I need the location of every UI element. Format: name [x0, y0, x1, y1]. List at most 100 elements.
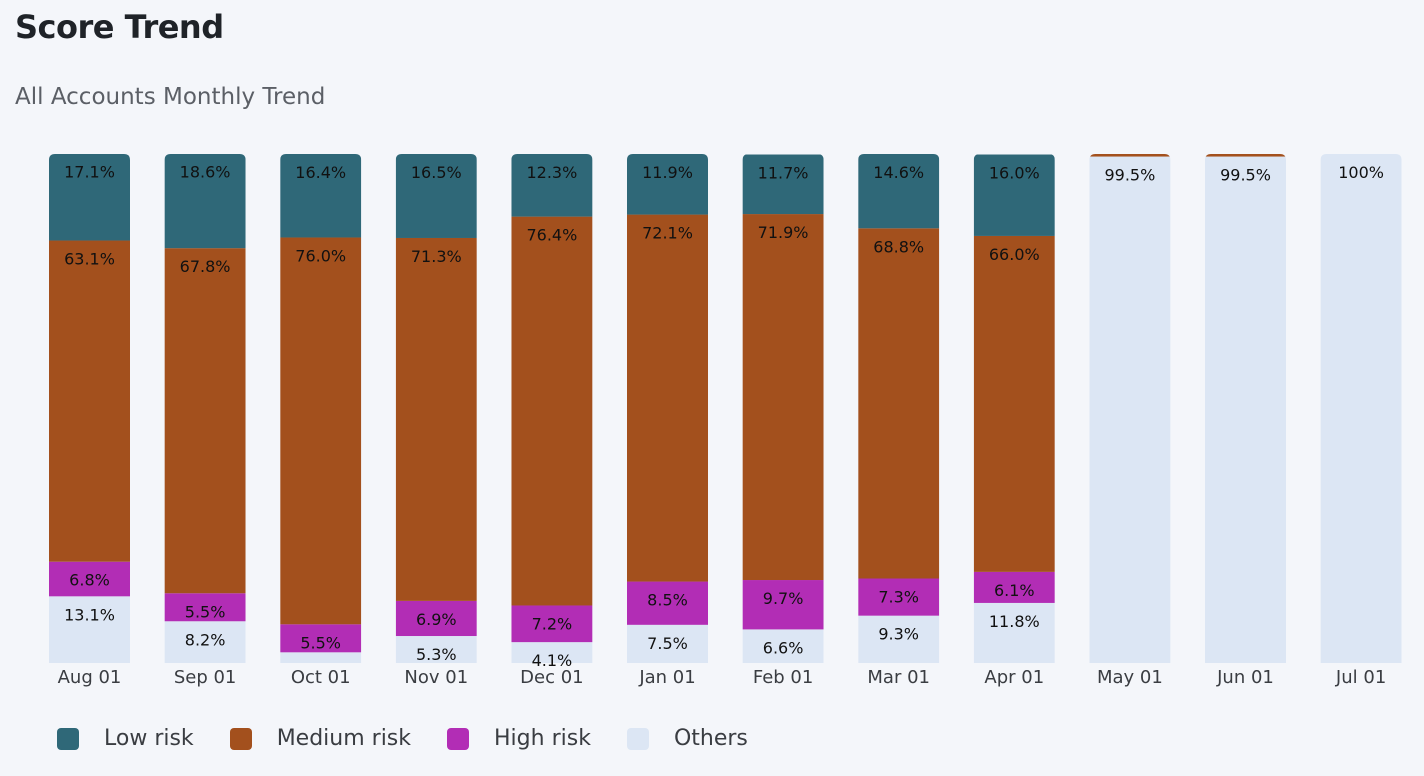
bar-segment-others[interactable] — [858, 615, 940, 663]
chart-subtitle: All Accounts Monthly Trend — [15, 84, 326, 110]
bar-segment-high[interactable] — [511, 605, 593, 643]
data-label-low: 16.5% — [411, 163, 462, 182]
data-label-low: 18.6% — [180, 162, 231, 181]
x-tick-label: Sep 01 — [174, 667, 237, 688]
data-label-low: 17.1% — [64, 162, 115, 181]
data-label-high: 7.2% — [532, 614, 573, 633]
bar-segment-low[interactable] — [395, 154, 477, 238]
page-title: Score Trend — [15, 8, 224, 46]
data-label-others: 5.3% — [416, 645, 457, 664]
bar-segment-medium[interactable] — [1089, 154, 1171, 157]
data-label-high: 8.5% — [647, 591, 688, 610]
bar-group-jun-01[interactable] — [1205, 154, 1286, 663]
bar-segment-others[interactable] — [511, 642, 593, 663]
bar-segment-high[interactable] — [627, 581, 708, 625]
bar-segment-medium[interactable] — [395, 237, 477, 601]
bar-segment-others[interactable] — [280, 652, 362, 663]
data-label-medium: 68.8% — [873, 237, 924, 256]
bar-group-jan-01[interactable] — [627, 154, 708, 663]
bar-segment-medium[interactable] — [627, 214, 708, 582]
x-tick-label: Oct 01 — [291, 667, 351, 688]
x-tick-label: Feb 01 — [753, 667, 814, 688]
bar-segment-medium[interactable] — [49, 240, 130, 562]
data-label-low: 16.4% — [295, 163, 346, 182]
legend-swatch-medium-risk — [229, 727, 252, 750]
bar-group-dec-01[interactable] — [511, 154, 593, 663]
legend-item-high-risk[interactable]: High risk — [447, 726, 591, 751]
bar-group-aug-01[interactable] — [49, 153, 130, 663]
bar-segment-others[interactable] — [1205, 156, 1286, 663]
chart-legend: Low risk Medium risk High risk Others — [57, 726, 784, 751]
data-label-high: 7.3% — [878, 588, 919, 607]
bar-segment-medium[interactable] — [973, 235, 1055, 572]
bar-segment-high[interactable] — [742, 580, 824, 630]
bar-segment-low[interactable] — [627, 154, 708, 215]
bar-segment-medium[interactable] — [1205, 154, 1286, 157]
data-label-others: 13.1% — [64, 605, 115, 624]
legend-item-others[interactable]: Others — [626, 726, 748, 751]
bar-segment-high[interactable] — [49, 561, 130, 597]
bar-group-nov-01[interactable] — [395, 154, 477, 663]
bar-segment-low[interactable] — [858, 154, 940, 229]
data-label-others: 100% — [1338, 163, 1384, 182]
x-tick-label: Mar 01 — [867, 667, 930, 688]
data-label-low: 12.3% — [526, 163, 577, 182]
data-label-medium: 66.0% — [989, 245, 1040, 264]
bar-segment-others[interactable] — [973, 602, 1055, 663]
data-label-others: 7.5% — [647, 634, 688, 653]
data-label-others: 9.3% — [878, 625, 919, 644]
bar-group-may-01[interactable] — [1089, 154, 1171, 663]
data-label-others: 99.5% — [1220, 166, 1271, 185]
bar-segment-others[interactable] — [742, 629, 824, 663]
bar-segment-low[interactable] — [511, 154, 593, 217]
bar-segment-medium[interactable] — [742, 214, 824, 581]
bar-group-jul-01[interactable] — [1320, 154, 1402, 663]
data-label-medium: 63.1% — [64, 250, 115, 269]
data-label-low: 14.6% — [873, 163, 924, 182]
legend-label-low-risk: Low risk — [104, 726, 194, 751]
bar-segment-high[interactable] — [280, 624, 362, 653]
data-label-medium: 71.3% — [411, 247, 462, 266]
bar-segment-medium[interactable] — [511, 216, 593, 606]
bar-segment-low[interactable] — [280, 154, 362, 238]
bar-group-feb-01[interactable] — [742, 154, 824, 663]
x-tick-label: May 01 — [1097, 667, 1163, 688]
bar-segment-low[interactable] — [742, 154, 824, 215]
bar-segment-others[interactable] — [1089, 156, 1171, 663]
data-label-others: 8.2% — [185, 630, 226, 649]
bar-segment-low[interactable] — [164, 153, 246, 249]
bar-segment-medium[interactable] — [164, 248, 246, 594]
x-tick-label: Apr 01 — [984, 667, 1044, 688]
bar-segment-high[interactable] — [973, 571, 1055, 603]
bar-group-apr-01[interactable] — [973, 154, 1055, 663]
data-label-high: 5.5% — [300, 633, 341, 652]
data-label-others: 6.6% — [763, 638, 804, 657]
bar-segment-others[interactable] — [49, 596, 130, 663]
bar-segment-high[interactable] — [164, 593, 246, 622]
bar-group-oct-01[interactable] — [280, 154, 362, 663]
legend-item-medium-risk[interactable]: Medium risk — [229, 726, 412, 751]
bar-segment-low[interactable] — [973, 154, 1055, 236]
legend-label-high-risk: High risk — [494, 726, 591, 751]
data-label-others: 4.1% — [532, 651, 573, 670]
legend-swatch-high-risk — [447, 727, 470, 750]
data-label-high: 6.8% — [69, 571, 110, 590]
legend-item-low-risk[interactable]: Low risk — [57, 726, 194, 751]
x-tick-label: Jan 01 — [638, 667, 695, 688]
data-label-high: 6.1% — [994, 581, 1035, 600]
bar-segment-medium[interactable] — [858, 228, 940, 579]
data-label-low: 11.7% — [758, 164, 809, 183]
bar-group-mar-01[interactable] — [858, 154, 940, 663]
bar-segment-others[interactable] — [627, 624, 708, 663]
bar-segment-others[interactable] — [1320, 154, 1402, 663]
bar-segment-high[interactable] — [858, 578, 940, 616]
legend-label-medium-risk: Medium risk — [276, 726, 412, 751]
bar-segment-medium[interactable] — [280, 237, 362, 625]
bar-segment-others[interactable] — [164, 621, 246, 663]
bar-segment-high[interactable] — [395, 600, 477, 637]
bar-group-sep-01[interactable] — [164, 153, 246, 663]
bar-segment-others[interactable] — [395, 636, 477, 663]
data-label-medium: 76.0% — [295, 246, 346, 265]
data-label-medium: 67.8% — [180, 257, 231, 276]
bar-segment-low[interactable] — [49, 153, 130, 241]
